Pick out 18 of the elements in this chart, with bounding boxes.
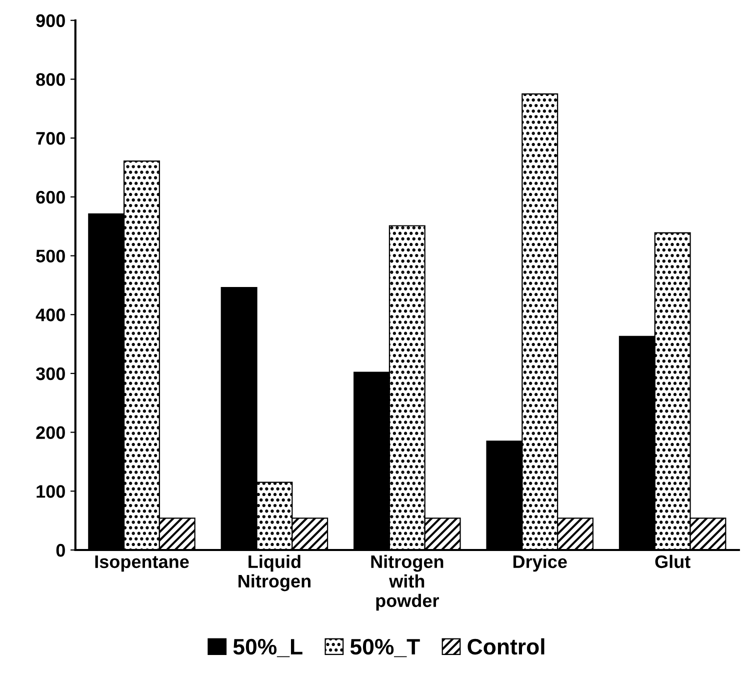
x-tick-label: Glut xyxy=(655,554,690,568)
x-tick-label: Dryice xyxy=(513,554,567,572)
x-tick-label: Liquid Nitrogen xyxy=(238,554,310,592)
y-tick-label: 200 xyxy=(36,426,65,440)
y-tick-label: 400 xyxy=(36,308,65,322)
y-tick-label: 800 xyxy=(36,73,65,86)
x-tick-label: Isopentane xyxy=(95,556,189,572)
y-tick-label: 900 xyxy=(36,14,65,28)
legend-label: 50%_L xyxy=(233,638,302,658)
y-tick-label: 500 xyxy=(36,250,65,262)
y-tick-label: 100 xyxy=(36,485,65,498)
y-tick-label: 0 xyxy=(56,544,65,557)
x-tick-label: Nitrogen with powder xyxy=(371,554,444,611)
y-tick-label: 300 xyxy=(36,367,65,380)
legend-label: 50%_T xyxy=(350,638,420,658)
y-tick-label: 600 xyxy=(36,190,65,204)
legend-label: Control xyxy=(468,638,544,655)
y-tick-label: 700 xyxy=(36,132,65,145)
